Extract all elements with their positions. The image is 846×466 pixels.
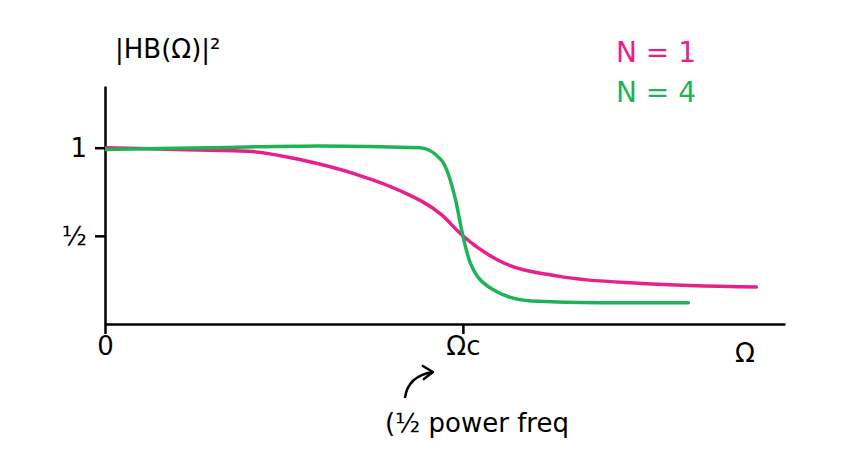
annotation: (½ power freq (385, 366, 569, 438)
series-line (105, 146, 688, 303)
annotation-text: (½ power freq (385, 408, 569, 438)
y-tick-mark (95, 235, 105, 238)
legend-label: N = 4 (616, 76, 696, 109)
series-line (105, 148, 756, 287)
x-tick: Ωc (446, 324, 480, 361)
y-tick: ½ (62, 221, 105, 251)
x-axis-line (106, 323, 786, 326)
legend-label: N = 1 (616, 36, 696, 69)
y-tick-label: 1 (70, 133, 87, 163)
y-tick: 1 (70, 133, 105, 163)
y-axis-line (104, 87, 107, 325)
x-tick: 0 (97, 324, 114, 361)
legend: N = 1 N = 4 (616, 36, 696, 109)
y-axis-title: |HB(Ω)|² (115, 34, 221, 65)
annotation-arrowhead (423, 366, 433, 379)
x-axis: 0 Ωc (97, 324, 785, 361)
x-tick-label: 0 (97, 331, 114, 361)
y-axis: ½1 (62, 87, 106, 325)
y-tick-label: ½ (62, 221, 87, 251)
lines (105, 146, 756, 303)
y-tick-mark (95, 147, 105, 150)
x-tick-label: Ωc (446, 331, 480, 361)
x-axis-title: Ω (735, 338, 755, 368)
chart: 0Ωc½1|HB(Ω)|²ΩN = 1N = 4(½ power freq (0, 0, 846, 466)
